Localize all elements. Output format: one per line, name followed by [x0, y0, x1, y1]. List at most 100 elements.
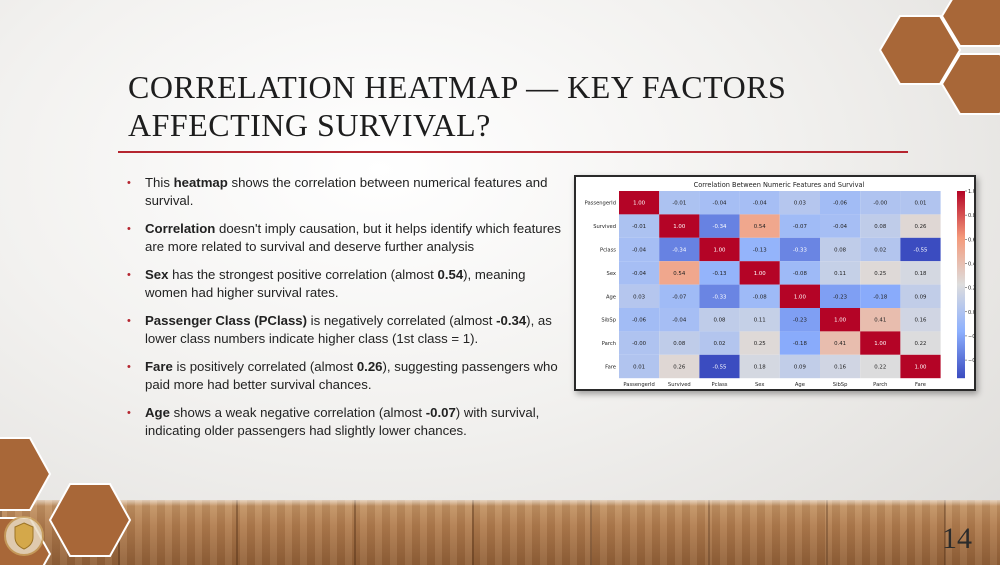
- heatmap-cell: [659, 354, 700, 379]
- heatmap-cell: [619, 237, 660, 262]
- heatmap-cell-label: 0.08: [834, 248, 847, 254]
- heatmap-cell: [739, 237, 780, 262]
- heatmap-cell-label: -0.07: [793, 224, 807, 230]
- colorbar-tick-label: 0.8: [968, 213, 974, 219]
- heatmap-cell: [820, 331, 861, 355]
- heatmap-cell: [779, 261, 820, 285]
- heatmap-cell-label: -0.18: [873, 294, 888, 300]
- slide-title-line-2: AFFECTING SURVIVAL?: [128, 107, 491, 143]
- heatmap-cell: [900, 354, 941, 379]
- heatmap-cell-label: 0.11: [754, 318, 766, 324]
- heatmap-cell-label: -0.04: [753, 201, 768, 207]
- bullet-item-correlation: • Correlation doesn't imply causation, b…: [127, 221, 561, 254]
- heatmap-cell-label: 0.41: [874, 318, 886, 324]
- heatmap-cell: [619, 331, 660, 355]
- heatmap-cell-label: -0.01: [672, 201, 686, 207]
- heatmap-cell-label: -0.33: [793, 248, 807, 254]
- heatmap-cell: [820, 308, 861, 332]
- heatmap-cell: [659, 331, 700, 355]
- heatmap-cell: [659, 214, 700, 238]
- heatmap-cell-label: 1.00: [713, 248, 726, 254]
- heatmap-cell-label: 1.00: [874, 341, 887, 347]
- heatmap-cell: [739, 354, 780, 379]
- heatmap-cell: [739, 308, 780, 332]
- heatmap-cell: [699, 331, 740, 355]
- heatmap-cell-label: -0.04: [713, 201, 728, 207]
- heatmap-cell-label: 0.54: [673, 271, 686, 277]
- heatmap-cell-label: 0.22: [914, 341, 926, 347]
- heatmap-cell: [900, 331, 941, 355]
- bullet-item-pclass: • Passenger Class (PClass) is negatively…: [127, 313, 552, 346]
- heatmap-cell: [900, 191, 941, 215]
- heatmap-cell: [659, 261, 700, 285]
- heatmap-col-label: Fare: [915, 382, 926, 388]
- heatmap-cell: [779, 308, 820, 332]
- heatmap-cell: [739, 284, 780, 308]
- heatmap-cell-label: -0.06: [632, 318, 647, 324]
- heatmap-cell: [820, 354, 861, 379]
- colorbar-tick-label: 0.2: [968, 286, 974, 292]
- heatmap-cell: [699, 308, 740, 332]
- heatmap-col-label: PassengerId: [623, 382, 654, 388]
- heatmap-row-label: Sex: [607, 271, 616, 277]
- heatmap-cell-label: 1.00: [633, 201, 646, 207]
- heatmap-row-label: SibSp: [601, 318, 616, 324]
- heatmap-cell: [779, 331, 820, 355]
- heatmap-cell-label: -0.07: [672, 294, 686, 300]
- heatmap-cell-label: -0.00: [873, 201, 888, 207]
- heatmap-col-label: Sex: [755, 382, 764, 388]
- hexagon-decoration-top-right: [878, 0, 1000, 115]
- heatmap-cell-label: -0.01: [632, 224, 646, 230]
- heatmap-cell: [860, 214, 901, 238]
- heatmap-cell: [900, 308, 941, 332]
- bullet-dot-icon: •: [127, 269, 131, 281]
- heatmap-row-label: Pclass: [600, 248, 616, 254]
- heatmap-cell: [659, 284, 700, 308]
- heatmap-cell-label: -0.23: [793, 318, 807, 324]
- heatmap-cell-label: 0.26: [914, 224, 927, 230]
- heatmap-cell-label: 0.01: [633, 365, 645, 371]
- heatmap-cell: [779, 214, 820, 238]
- heatmap-cell-label: 1.00: [673, 224, 686, 230]
- bullet-item-age: • Age shows a weak negative correlation …: [127, 405, 540, 438]
- heatmap-cell-label: -0.04: [632, 248, 647, 254]
- heatmap-cell-label: -0.08: [753, 294, 768, 300]
- heatmap-cell-label: 1.00: [914, 365, 927, 371]
- heatmap-cell-label: -0.55: [914, 248, 928, 254]
- heatmap-cell-label: 0.54: [754, 224, 767, 230]
- heatmap-cell: [739, 331, 780, 355]
- heatmap-cell: [860, 237, 901, 262]
- heatmap-cell-label: 0.26: [673, 365, 686, 371]
- heatmap-cell-label: 0.16: [914, 318, 927, 324]
- heatmap-cell-label: 0.08: [673, 341, 686, 347]
- bullet-dot-icon: •: [127, 407, 131, 419]
- heatmap-cell-label: 0.02: [713, 341, 725, 347]
- heatmap-cell: [619, 191, 660, 215]
- heatmap-cell: [619, 214, 660, 238]
- heatmap-cell: [779, 237, 820, 262]
- heatmap-cell-label: -0.18: [793, 341, 808, 347]
- heatmap-cell-label: 0.08: [874, 224, 887, 230]
- slide-number: 14: [942, 522, 972, 555]
- heatmap-cell: [739, 214, 780, 238]
- colorbar-tick-label: −0.2: [968, 334, 974, 340]
- heatmap-cell-label: 0.25: [754, 341, 766, 347]
- heatmap-cell: [900, 261, 941, 285]
- heatmap-cell: [820, 261, 861, 285]
- heatmap-cell-label: -0.55: [713, 365, 727, 371]
- institution-logo-icon: [4, 516, 44, 556]
- heatmap-col-label: Age: [795, 382, 805, 388]
- heatmap-cell: [619, 261, 660, 285]
- wood-floor: [0, 500, 1000, 565]
- heatmap-cell-label: 0.01: [914, 201, 926, 207]
- heatmap-cell-label: 0.41: [834, 341, 846, 347]
- chart-title: Correlation Between Numeric Features and…: [694, 181, 865, 189]
- heatmap-cell: [779, 284, 820, 308]
- heatmap-cell: [699, 237, 740, 262]
- bullet-item-heatmap: • This heatmap shows the correlation bet…: [127, 175, 548, 208]
- heatmap-cell: [820, 284, 861, 308]
- heatmap-cell-label: 0.09: [794, 365, 807, 371]
- heatmap-row-label: Survived: [593, 224, 616, 230]
- bullet-list: • This heatmap shows the correlation bet…: [127, 174, 567, 450]
- heatmap-cell-label: -0.34: [713, 224, 728, 230]
